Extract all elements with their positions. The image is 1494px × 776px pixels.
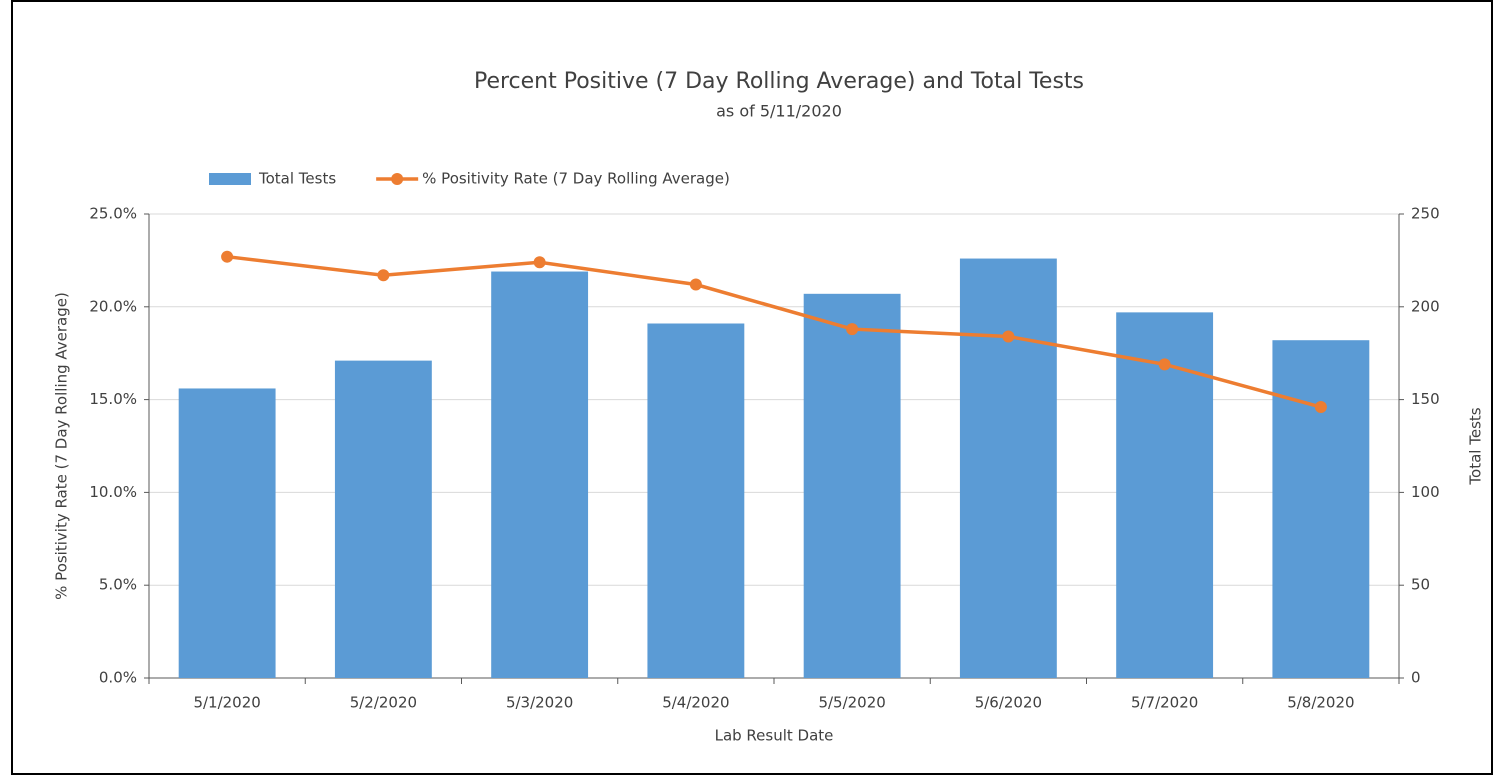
x-tick-label: 5/8/2020 [1287,694,1354,712]
legend-swatch-marker [391,173,404,185]
line-marker [1002,330,1015,343]
y-tick-label: 5.0% [99,576,137,594]
y-axis-title: % Positivity Rate (7 Day Rolling Average… [53,292,71,600]
bar [334,360,432,678]
bar [959,258,1057,678]
chart-subtitle: as of 5/11/2020 [716,102,842,121]
y2-tick-label: 250 [1411,205,1440,223]
y-tick-label: 15.0% [89,390,137,408]
y2-axis-title: Total Tests [1467,407,1485,485]
y-tick-label: 20.0% [89,297,137,315]
line-marker [533,256,546,269]
legend-label: Total Tests [258,170,336,188]
line [226,254,1322,409]
x-tick-label: 5/4/2020 [662,694,729,712]
x-tick-label: 5/5/2020 [818,694,885,712]
bar [1272,340,1370,678]
x-axis-title: Lab Result Date [715,727,834,745]
chart-title: Percent Positive (7 Day Rolling Average)… [474,69,1084,94]
y2-tick-label: 50 [1411,576,1430,594]
y2-tick-label: 0 [1411,669,1421,687]
line-marker [1158,358,1171,371]
x-tick-label: 5/3/2020 [506,694,573,712]
legend-swatch [209,173,251,185]
line-marker [377,269,390,282]
y-tick-label: 25.0% [89,205,137,223]
y2-tick-label: 100 [1411,483,1440,501]
y-tick-label: 0.0% [99,669,137,687]
y-tick-label: 10.0% [89,483,137,501]
bar [647,323,745,678]
bar [491,271,589,678]
line-marker [221,250,234,263]
y2-tick-label: 200 [1411,297,1440,315]
line-marker [846,323,859,336]
bar [803,293,901,678]
x-tick-label: 5/7/2020 [1131,694,1198,712]
y2-tick-label: 150 [1411,390,1440,408]
line-marker [1314,401,1327,414]
legend-label: % Positivity Rate (7 Day Rolling Average… [422,170,730,188]
bar [178,388,276,678]
x-tick-label: 5/1/2020 [193,694,260,712]
x-tick-label: 5/6/2020 [975,694,1042,712]
line-marker [689,278,702,291]
x-tick-label: 5/2/2020 [350,694,417,712]
